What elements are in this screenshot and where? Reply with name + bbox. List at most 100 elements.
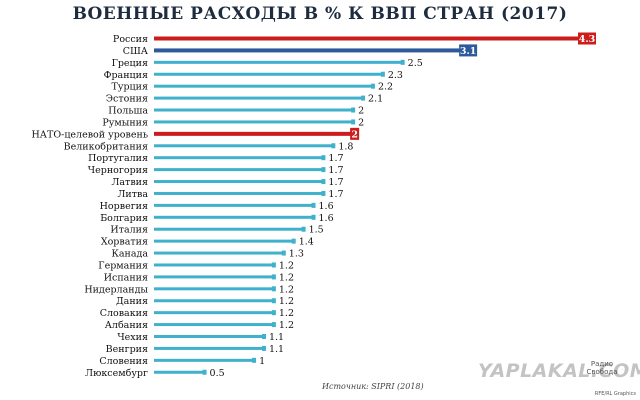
value-label: 1.7 bbox=[328, 189, 343, 200]
value-label: 1.2 bbox=[279, 320, 294, 331]
value-label: 1.2 bbox=[279, 308, 294, 319]
bar bbox=[154, 36, 580, 41]
value-label: 1.2 bbox=[279, 260, 294, 271]
category-label: Венгрия bbox=[106, 344, 148, 355]
category-label: Албания bbox=[105, 320, 148, 331]
value-label: 1.7 bbox=[328, 153, 343, 164]
value-label: 1.1 bbox=[269, 344, 284, 355]
value-label: 1.7 bbox=[328, 177, 343, 188]
category-label: Болгария bbox=[100, 213, 148, 224]
category-label: Франция bbox=[104, 70, 148, 81]
bar bbox=[154, 227, 303, 231]
bar bbox=[154, 144, 333, 148]
bar-end-marker bbox=[301, 226, 306, 232]
value-badge bbox=[578, 32, 596, 45]
bar bbox=[154, 275, 273, 279]
category-label: Хорватия bbox=[101, 237, 148, 248]
bar-end-marker bbox=[321, 179, 326, 185]
category-label: НАТО-целевой уровень bbox=[32, 129, 149, 140]
bar bbox=[154, 191, 323, 195]
category-label: Великобритания bbox=[64, 141, 148, 152]
category-label: Румыния bbox=[102, 117, 148, 128]
value-label: 1.2 bbox=[279, 284, 294, 295]
bar bbox=[154, 370, 204, 374]
value-label: 2.1 bbox=[368, 94, 383, 105]
graphics-credit: RFE/RL Graphics bbox=[594, 391, 636, 397]
value-label: 2 bbox=[351, 129, 358, 140]
bar bbox=[154, 84, 372, 88]
category-label: Люксембург bbox=[85, 368, 148, 379]
value-label: 3.1 bbox=[460, 46, 477, 57]
category-label: Чехия bbox=[117, 332, 148, 343]
bar-end-marker bbox=[331, 143, 336, 149]
bar bbox=[154, 215, 313, 219]
bar-end-marker bbox=[321, 155, 326, 161]
category-label: Латвия bbox=[111, 177, 148, 188]
category-label: Канада bbox=[111, 249, 148, 260]
bar-end-marker bbox=[271, 322, 276, 328]
bar-end-marker bbox=[370, 83, 375, 89]
value-label: 4.3 bbox=[579, 34, 596, 45]
category-label: Турция bbox=[112, 82, 148, 93]
bar bbox=[154, 251, 283, 255]
category-label: Словакия bbox=[100, 308, 148, 319]
value-label: 2.5 bbox=[408, 58, 423, 69]
bar bbox=[154, 131, 353, 136]
value-label: 2.2 bbox=[378, 82, 393, 93]
category-label: Черногория bbox=[88, 165, 148, 176]
value-label: 2 bbox=[358, 117, 364, 128]
bar-end-marker bbox=[351, 107, 356, 113]
bar bbox=[154, 108, 353, 112]
bar-end-marker bbox=[271, 310, 276, 316]
bar bbox=[154, 180, 323, 184]
bar-end-marker bbox=[271, 274, 276, 280]
value-label: 1.1 bbox=[269, 332, 284, 343]
bar-end-marker bbox=[271, 262, 276, 268]
bar-end-marker bbox=[271, 298, 276, 304]
bar bbox=[154, 346, 263, 350]
category-label: Испания bbox=[104, 272, 148, 283]
value-label: 1.3 bbox=[289, 249, 304, 260]
brand-logo-text: Радио Свобода bbox=[586, 360, 618, 376]
value-label: 2 bbox=[358, 106, 364, 117]
bar bbox=[154, 311, 273, 315]
value-badge bbox=[459, 44, 478, 57]
bar-end-marker bbox=[261, 334, 266, 339]
category-label: Польша bbox=[108, 106, 148, 117]
bar bbox=[154, 48, 462, 53]
bar bbox=[154, 323, 273, 327]
bar-end-marker bbox=[380, 71, 385, 77]
category-label: Греция bbox=[112, 58, 148, 69]
bar bbox=[154, 263, 273, 267]
bar-end-marker bbox=[202, 369, 207, 375]
watermark-text: YAPLAKAL.COM bbox=[478, 360, 640, 382]
category-label: США bbox=[123, 46, 149, 57]
bar-end-marker bbox=[361, 95, 366, 101]
bar bbox=[154, 96, 363, 100]
bar-end-marker bbox=[271, 286, 276, 292]
source-note: Источник: SIPRI (2018) bbox=[322, 382, 424, 391]
bar-end-marker bbox=[321, 167, 326, 173]
bar-end-marker bbox=[291, 238, 296, 244]
bar bbox=[154, 156, 323, 160]
bar bbox=[154, 72, 382, 76]
bar bbox=[154, 299, 273, 303]
value-label: 1.8 bbox=[338, 141, 353, 152]
value-label: 1.4 bbox=[299, 237, 314, 248]
category-label: Германия bbox=[98, 260, 148, 271]
bar-end-marker bbox=[281, 250, 286, 256]
bar bbox=[154, 358, 254, 362]
value-label: 0.5 bbox=[210, 368, 225, 379]
chart-title: ВОЕННЫЕ РАСХОДЫ В % К ВВП СТРАН (2017) bbox=[72, 4, 568, 24]
value-label: 1.5 bbox=[309, 225, 324, 236]
value-label: 1 bbox=[259, 356, 265, 367]
bar bbox=[154, 203, 313, 207]
bar-end-marker bbox=[311, 214, 316, 220]
value-label: 1.2 bbox=[279, 296, 294, 307]
value-label: 1.2 bbox=[279, 272, 294, 283]
category-label: Россия bbox=[113, 34, 148, 45]
bar-end-marker bbox=[400, 59, 405, 65]
value-label: 1.7 bbox=[328, 165, 343, 176]
bar-end-marker bbox=[252, 357, 257, 363]
value-label: 1.6 bbox=[319, 213, 334, 224]
